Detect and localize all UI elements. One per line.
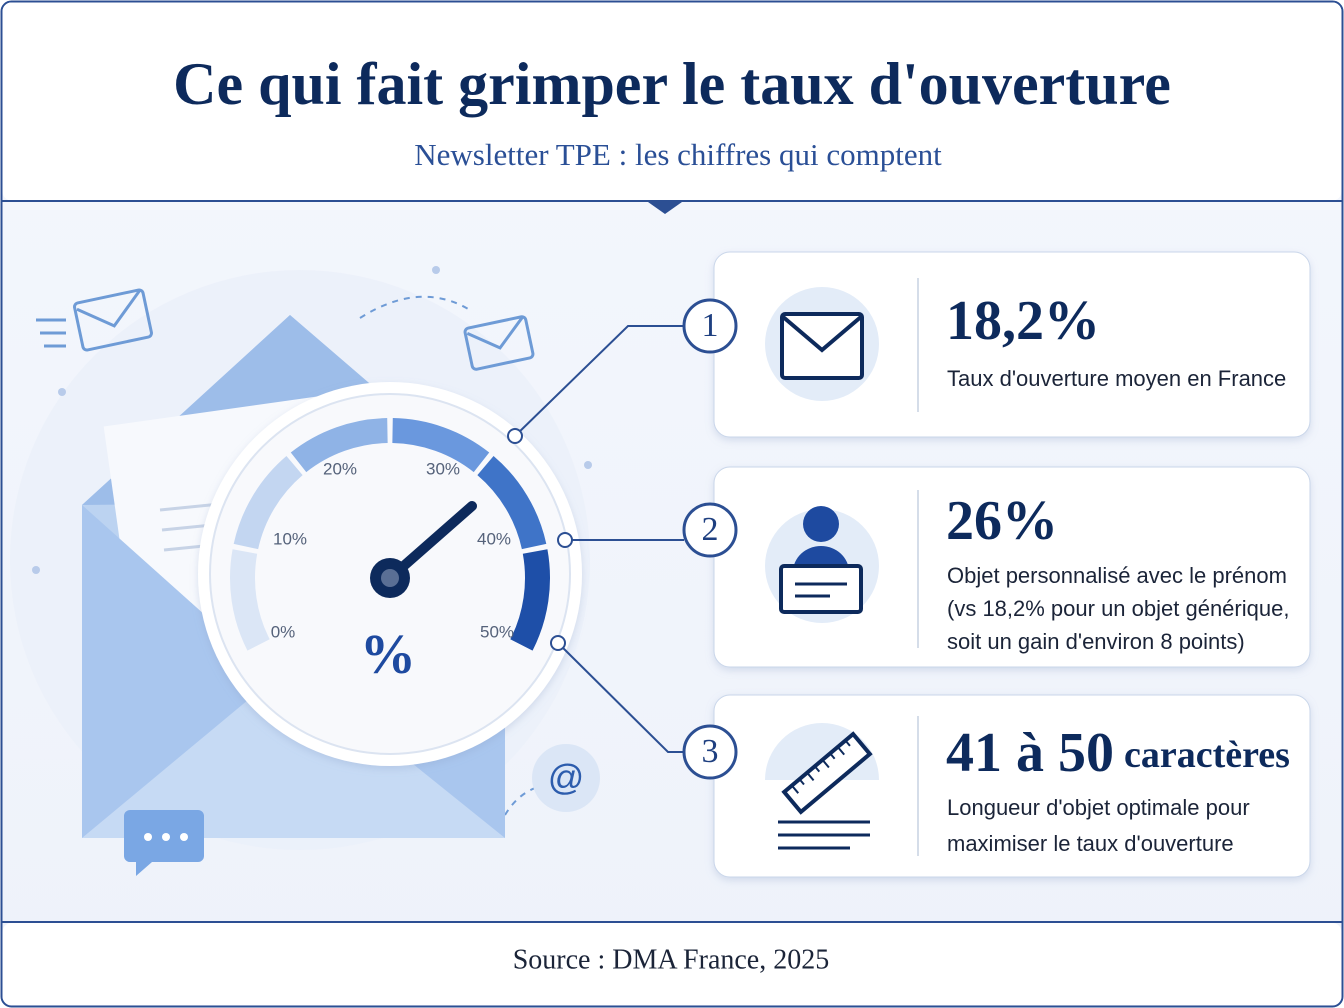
gauge-tick: 30% bbox=[426, 459, 460, 478]
gauge-tick: 50% bbox=[480, 622, 514, 641]
gauge-segment bbox=[392, 418, 490, 473]
description: Taux d'ouverture moyen en France bbox=[947, 366, 1286, 391]
subtitle: Newsletter TPE : les chiffres qui compte… bbox=[414, 137, 942, 172]
card: 41 à 50 caractères Longueur d'objet optim… bbox=[713, 694, 1311, 878]
gauge-symbol: % bbox=[360, 624, 416, 686]
stat: 18,2% bbox=[946, 290, 1100, 352]
gauge-segment bbox=[230, 549, 270, 651]
badge: 2 bbox=[702, 511, 719, 548]
description: Longueur d'objet optimale pour maximiser … bbox=[947, 795, 1250, 856]
gauge-labels: 0% 10% 20% 30% 40% 50% % bbox=[271, 459, 514, 685]
header-pointer bbox=[648, 202, 682, 214]
gauge-segment bbox=[510, 549, 550, 651]
svg-text:@: @ bbox=[548, 757, 585, 798]
badges: 1 2 3 bbox=[682, 298, 738, 780]
gauge-tick: 0% bbox=[271, 622, 296, 641]
badge: 1 bbox=[702, 307, 719, 344]
gauge-tick: 40% bbox=[477, 529, 511, 548]
gauge-segment bbox=[233, 456, 303, 550]
illustration: @ bbox=[10, 266, 600, 876]
description: Objet personnalisé avec le prénom (vs 18,… bbox=[947, 563, 1289, 654]
card: 26% Objet personnalisé avec le prénom (vs… bbox=[713, 466, 1311, 668]
header-bg bbox=[2, 2, 1342, 201]
card: 18,2% Taux d'ouverture moyen en France bbox=[713, 251, 1311, 438]
stat: 26% bbox=[946, 490, 1058, 552]
gauge-tick: 20% bbox=[323, 459, 357, 478]
badge: 3 bbox=[702, 733, 719, 770]
connectors bbox=[507, 325, 684, 753]
gauge-segment bbox=[477, 456, 547, 550]
gauge-segment bbox=[290, 418, 388, 473]
title: Ce qui fait grimper le taux d'ouverture bbox=[173, 51, 1171, 117]
footer-bg bbox=[2, 923, 1342, 1005]
gauge-tick: 10% bbox=[273, 529, 307, 548]
stat: 41 à 50 caractères bbox=[946, 722, 1290, 784]
source: Source : DMA France, 2025 bbox=[513, 944, 830, 975]
